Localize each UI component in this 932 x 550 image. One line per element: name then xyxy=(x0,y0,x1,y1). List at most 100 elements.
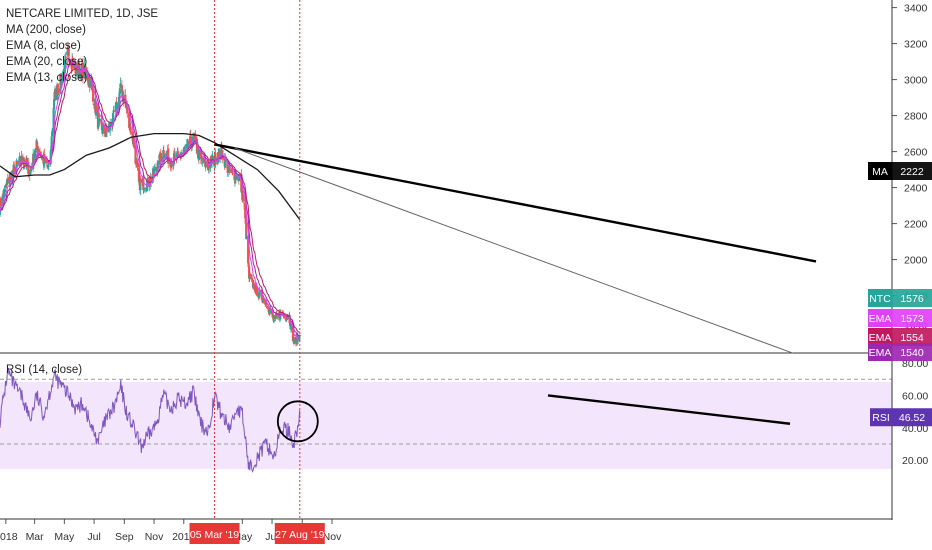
candle-body xyxy=(257,296,260,298)
candle-body xyxy=(143,189,146,191)
candle-body xyxy=(8,180,11,184)
candle-body xyxy=(214,153,217,165)
candle-body xyxy=(224,156,227,168)
candle-body xyxy=(293,342,296,344)
candle-body xyxy=(183,149,186,151)
candle-body xyxy=(255,286,259,296)
candle-body xyxy=(50,136,53,150)
candle-body xyxy=(274,315,277,320)
candle-body xyxy=(200,157,203,161)
candle-body xyxy=(15,161,19,163)
candle-body xyxy=(298,334,301,336)
candle-body xyxy=(228,164,231,173)
price-tick-label: 2600 xyxy=(904,147,928,159)
candle-body xyxy=(95,106,98,108)
candle-body xyxy=(142,177,145,191)
trendline-rsi xyxy=(547,394,791,425)
candle-body xyxy=(63,60,66,74)
candle-body xyxy=(100,118,103,125)
candle-body xyxy=(16,162,20,164)
candle-body xyxy=(180,153,183,155)
chart-title: NETCARE LIMITED, 1D, JSE xyxy=(6,8,159,20)
candle-body xyxy=(50,149,53,152)
candle-body xyxy=(281,312,284,315)
candle-body xyxy=(5,184,8,187)
price-tag-name: EMA xyxy=(869,332,892,344)
candle-body xyxy=(229,171,233,173)
legend-ema20: EMA (20, close) xyxy=(6,56,88,68)
price-tag-name-bg xyxy=(868,309,892,327)
rsi-band xyxy=(0,382,892,469)
candle-body xyxy=(54,89,57,101)
candle-body xyxy=(175,152,179,158)
candle-body xyxy=(170,161,173,167)
candle-body xyxy=(184,148,187,150)
candle-body xyxy=(6,178,9,182)
candle-body xyxy=(243,202,246,210)
candle-body xyxy=(194,134,197,141)
candle-body xyxy=(208,163,211,169)
candle-body xyxy=(247,262,250,268)
candle-body xyxy=(117,96,121,104)
candle-body xyxy=(137,167,141,182)
candle-body xyxy=(242,194,245,202)
candle-body xyxy=(5,182,8,186)
candle-body xyxy=(251,279,254,281)
candle-body xyxy=(129,125,132,128)
candle-body xyxy=(20,155,23,164)
candle-body xyxy=(289,324,293,330)
price-tick-label: 3200 xyxy=(904,39,928,51)
candle-body xyxy=(139,180,142,191)
candle-body xyxy=(6,181,9,184)
price-tag-name: EMA xyxy=(869,313,892,325)
candle-body xyxy=(244,208,247,219)
candle-body xyxy=(66,51,69,55)
candle-body xyxy=(28,173,31,176)
candle-body xyxy=(173,151,176,155)
candle-body xyxy=(260,289,263,300)
price-tag-value: 1573 xyxy=(900,313,924,325)
price-tick-label: 2800 xyxy=(904,111,928,123)
candle-body xyxy=(85,71,88,75)
candle-body xyxy=(248,266,251,279)
price-tags: MA 2222 NTC 1576 EMA 1573 EMA 1554 EMA 1540 RSI 46.… xyxy=(868,162,932,427)
candle-body xyxy=(47,162,50,165)
rsi-tick-label: 20.00 xyxy=(902,455,928,467)
price-tag-value-bg xyxy=(892,289,932,307)
candle-body xyxy=(292,336,296,344)
candle-body xyxy=(3,189,6,197)
time-tick-label: Nov xyxy=(145,531,164,543)
candle-body xyxy=(271,313,274,318)
candle-body xyxy=(150,176,153,182)
candle-body xyxy=(52,108,55,134)
candle-body xyxy=(61,76,64,83)
candle-body xyxy=(92,91,95,102)
rsi-legend: RSI (14, close) xyxy=(6,364,83,376)
price-tag-name-bg xyxy=(868,162,892,180)
time-tick-label: 2018 xyxy=(0,531,18,543)
candle-body xyxy=(291,331,295,342)
candle-body xyxy=(64,56,67,58)
price-tick-label: 3000 xyxy=(904,75,928,87)
candle-body xyxy=(0,197,3,206)
candle-body xyxy=(169,161,172,163)
candle-body xyxy=(90,81,93,83)
price-tag-value: 2222 xyxy=(900,166,924,178)
candle-body xyxy=(195,138,199,154)
candle-body xyxy=(34,149,37,158)
candle-body xyxy=(53,99,56,109)
candle-body xyxy=(190,136,193,144)
price-tick-label: 2200 xyxy=(904,219,928,231)
candle-body xyxy=(276,316,279,318)
price-tag-value: 1554 xyxy=(900,332,924,344)
candle-body xyxy=(265,302,268,306)
candle-body xyxy=(244,217,247,224)
rsi-tag-value: 46.52 xyxy=(899,412,925,424)
rsi-tag-value-bg xyxy=(892,408,932,427)
candle-body xyxy=(144,187,147,190)
candle-body xyxy=(68,58,71,63)
rsi-tag-name-bg xyxy=(870,408,892,427)
candle-body xyxy=(266,306,269,309)
chart-legend: NETCARE LIMITED, 1D, JSE MA (200, close)… xyxy=(6,6,158,86)
